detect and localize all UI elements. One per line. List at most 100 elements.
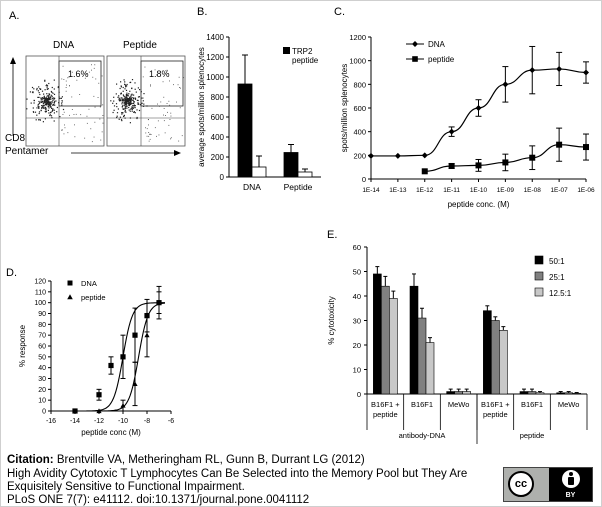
flow-event-dot — [129, 100, 131, 102]
legend-label: 12.5:1 — [549, 289, 572, 298]
flow-event-dot — [48, 82, 50, 85]
point-diamond — [583, 69, 589, 76]
y-axis-label: average spots/million splenocytes — [197, 47, 206, 167]
flow-event-dot — [39, 102, 41, 104]
flow-event-dot — [118, 118, 120, 120]
flow-event-dot — [42, 106, 44, 108]
flow-event-dot — [123, 95, 125, 97]
flow-event-dot — [47, 101, 49, 104]
flow-event-dot — [131, 93, 133, 95]
flow-event-dot — [45, 99, 47, 101]
flow-event-dot — [50, 101, 53, 103]
flow-event-dot — [38, 100, 40, 103]
legend-label: TRP2 — [292, 47, 313, 56]
bar — [297, 171, 313, 178]
legend-label: 25:1 — [549, 273, 565, 282]
flow-event-dot — [38, 119, 40, 121]
x-tick-label: -14 — [70, 418, 80, 425]
point-diamond — [368, 152, 374, 159]
flow-event-dot — [154, 127, 156, 129]
point-diamond — [475, 105, 482, 111]
flow-event-dot — [31, 86, 34, 89]
flow-event-dot — [43, 96, 45, 98]
flow-event-dot — [51, 103, 53, 105]
flow-event-dot — [53, 88, 55, 90]
flow-event-dot — [142, 100, 144, 102]
flow-event-dot — [67, 132, 69, 134]
flow-event-dot — [116, 115, 118, 117]
flow-event-dot — [47, 98, 49, 100]
flow-event-dot — [124, 84, 126, 86]
flow-event-dot — [50, 98, 52, 100]
flow-event-dot — [36, 87, 38, 90]
flow-event-dot — [100, 139, 102, 141]
flow-event-dot — [160, 101, 162, 103]
flow-event-dot — [32, 91, 34, 93]
legend-swatch — [534, 255, 544, 265]
flow-title-dna: DNA — [53, 40, 74, 51]
flow-event-dot — [118, 95, 120, 97]
flow-event-dot — [124, 97, 126, 99]
flow-event-dot — [123, 115, 125, 118]
flow-event-dot — [98, 82, 100, 84]
bar — [483, 310, 492, 395]
flow-event-dot — [120, 93, 122, 95]
flow-event-dot — [58, 96, 60, 98]
flow-event-dot — [51, 91, 53, 93]
flow-event-dot — [170, 137, 172, 139]
y-tick-label: 120 — [34, 279, 46, 286]
flow-event-dot — [121, 120, 123, 122]
flow-event-dot — [133, 111, 135, 113]
flow-event-dot — [62, 65, 64, 67]
flow-event-dot — [42, 97, 45, 99]
flow-event-dot — [141, 102, 143, 104]
flow-event-dot — [129, 122, 131, 124]
flow-event-dot — [134, 112, 136, 114]
flow-event-dot — [178, 140, 180, 142]
flow-event-dot — [123, 104, 125, 106]
flow-event-dot — [58, 91, 60, 93]
point-diamond — [556, 65, 563, 72]
cc-license-badge[interactable]: cc BY — [503, 467, 593, 502]
flow-event-dot — [46, 96, 48, 98]
flow-event-dot — [60, 97, 62, 99]
flow-event-dot — [125, 111, 127, 113]
y-tick-label: 20 — [353, 341, 361, 350]
flow-event-dot — [43, 101, 45, 103]
flow-event-dot — [156, 74, 157, 76]
x-tick-label: -10 — [118, 418, 128, 425]
flow-event-dot — [129, 104, 131, 106]
flow-event-dot — [145, 132, 147, 134]
flow-event-dot — [57, 86, 59, 89]
flow-event-dot — [29, 91, 31, 93]
flow-event-dot — [101, 131, 103, 133]
flow-event-dot — [131, 107, 133, 110]
flow-event-dot — [49, 105, 51, 107]
flow-event-dot — [129, 101, 131, 103]
flow-event-dot — [132, 99, 134, 101]
flow-event-dot — [134, 98, 137, 100]
person-icon — [562, 470, 580, 488]
legend-label: 50:1 — [549, 257, 565, 266]
flow-event-dot — [123, 96, 126, 98]
flow-event-dot — [45, 100, 47, 102]
x-tick-label: 1E-08 — [524, 187, 542, 194]
flow-event-dot — [43, 101, 46, 103]
flow-event-dot — [61, 129, 62, 131]
flow-event-dot — [128, 106, 130, 109]
flow-event-dot — [126, 98, 128, 100]
panel-a: A. DNA Peptide 1.6% 1.8% CD8 Pentamer — [5, 10, 186, 157]
flow-event-dot — [45, 85, 47, 87]
flow-event-dot — [120, 85, 122, 87]
flow-event-dot — [51, 97, 53, 99]
flow-event-dot — [33, 99, 35, 101]
flow-event-dot — [125, 98, 127, 100]
flow-event-dot — [73, 114, 75, 115]
y-tick-label: 100 — [34, 300, 46, 307]
flow-event-dot — [130, 96, 132, 98]
flow-event-dot — [36, 89, 38, 91]
flow-event-dot — [116, 112, 119, 114]
flow-event-dot — [127, 100, 129, 102]
figure-canvas: A. DNA Peptide 1.6% 1.8% CD8 Pentamer B.… — [5, 6, 595, 444]
flow-event-dot — [53, 93, 56, 95]
